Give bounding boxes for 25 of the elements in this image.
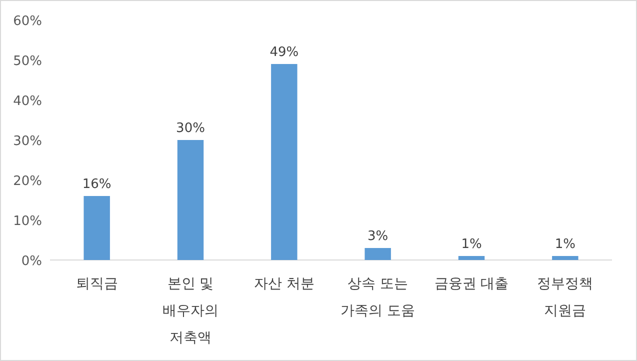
bar (552, 256, 578, 260)
y-tick-label: 30% (13, 134, 42, 149)
data-label: 1% (554, 237, 576, 252)
x-tick-label: 금융권 대출 (434, 276, 509, 292)
y-tick-label: 40% (13, 94, 42, 109)
bar (271, 64, 298, 260)
y-tick-label: 10% (13, 214, 42, 229)
y-tick-label: 0% (21, 254, 42, 269)
x-tick-label: 정부정책 지원금 (537, 276, 594, 319)
bar (177, 140, 204, 260)
bar (458, 256, 485, 260)
data-label: 16% (82, 177, 112, 192)
y-tick-label: 60% (13, 14, 42, 29)
x-tick-label: 본인 및 배우자의 저축액 (162, 276, 218, 346)
x-tick-label: 자산 처분 (254, 276, 314, 292)
data-label: 30% (176, 121, 205, 136)
bar (364, 248, 391, 260)
bar (84, 196, 110, 260)
y-tick-label: 50% (13, 54, 42, 69)
data-label: 1% (461, 237, 482, 252)
data-label: 49% (270, 45, 299, 60)
y-tick-label: 20% (13, 174, 42, 189)
data-label: 3% (368, 229, 388, 244)
x-tick-label: 상속 또는 가족의 도움 (340, 276, 416, 319)
x-tick-label: 퇴직금 (76, 276, 118, 292)
